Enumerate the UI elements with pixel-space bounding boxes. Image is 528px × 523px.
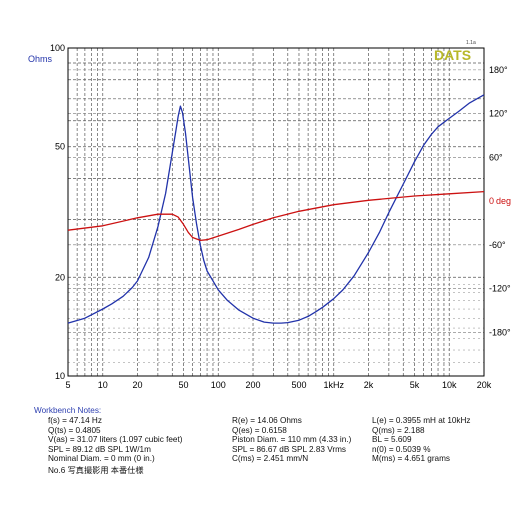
version-label: 1.1a [466, 40, 476, 46]
phase-tick-label: 120° [489, 109, 508, 119]
note-line: R(e) = 14.06 Ohms [232, 416, 302, 425]
x-tick-label: 5k [410, 380, 420, 390]
left-axis-label: Ohms [28, 54, 53, 64]
x-tick-label: 5 [65, 380, 70, 390]
note-line: n(0) = 0.5039 % [372, 444, 431, 454]
right-axis-label: deg [496, 196, 511, 206]
grid [67, 48, 485, 376]
chart-labels: 5 10 20 50 100 200 500 1kHz 2k 5k 10k 20k100502010O… [28, 40, 511, 390]
x-tick-label: 20k [477, 380, 492, 390]
note-line: M(ms) = 4.651 grams [372, 454, 451, 464]
x-tick-label: 20 [133, 380, 143, 390]
x-tick-label: 500 [291, 380, 306, 390]
x-tick-label: 100 [211, 380, 226, 390]
chart-marks [67, 94, 485, 324]
note-line: SPL = 86.67 dB SPL 2.83 Vrms [232, 444, 347, 454]
y-tick-label: 10 [55, 371, 65, 381]
note-line: BL = 5.609 [372, 435, 412, 445]
note-line: Q(es) = 0.6158 [232, 425, 287, 435]
x-tick-label: 2k [364, 380, 374, 390]
y-tick-label: 50 [55, 142, 65, 152]
phase-curve [67, 190, 485, 242]
note-line: No.6 写真撮影用 本番仕様 [48, 466, 144, 475]
x-tick-label: 50 [178, 380, 188, 390]
workbench-notes: Workbench Notes: f(s) = 47.14 Hz Q(ts) = … [0, 404, 528, 523]
note-line: SPL = 89.12 dB SPL 1W/1m [48, 444, 151, 454]
plot-frame [67, 47, 485, 377]
note-line: Piston Diam. = 110 mm (4.33 in.) [232, 435, 352, 445]
impedance-phase-chart: 5 10 20 50 100 200 500 1kHz 2k 5k 10k 20k100502010O… [28, 40, 511, 390]
y-tick-label: 20 [55, 272, 65, 282]
x-tick-label: 200 [246, 380, 261, 390]
phase-tick-label: 180° [489, 65, 508, 75]
phase-tick-label: 60° [489, 152, 503, 162]
note-line: Q(ts) = 0.4805 [48, 425, 101, 435]
x-tick-label: 10 [98, 380, 108, 390]
x-tick-label: 1kHz [323, 380, 344, 390]
note-line: Q(ms) = 2.188 [372, 425, 425, 435]
phase-tick-label: 0 [489, 196, 494, 206]
phase-tick-label: -180° [489, 327, 511, 337]
phase-tick-label: -120° [489, 284, 511, 294]
phase-tick-label: -60° [489, 240, 506, 250]
impedance-curve [67, 94, 485, 324]
x-tick-label: 10k [442, 380, 457, 390]
note-line: Nominal Diam. = 0 mm (0 in.) [48, 454, 155, 464]
notes-title: Workbench Notes: [34, 406, 102, 415]
note-line: V(as) = 31.07 liters (1.097 cubic feet) [48, 435, 183, 445]
y-tick-label: 100 [50, 43, 65, 53]
note-line: C(ms) = 2.451 mm/N [232, 454, 309, 464]
dats-logo: DATS [434, 47, 471, 63]
note-line: L(e) = 0.3955 mH at 10kHz [372, 416, 471, 425]
note-line: f(s) = 47.14 Hz [48, 416, 102, 425]
